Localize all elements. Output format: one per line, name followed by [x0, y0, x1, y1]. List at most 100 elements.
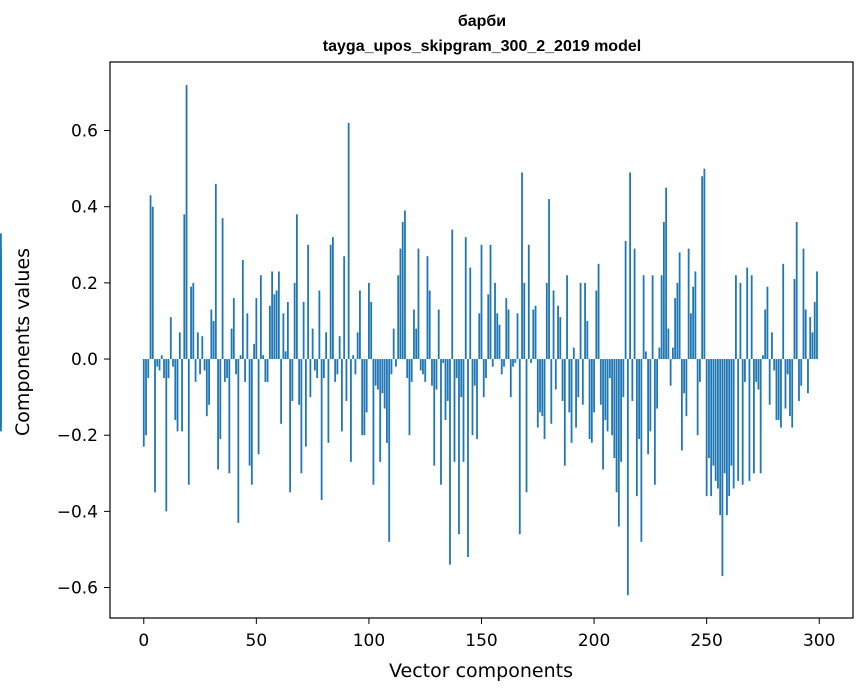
bar: [280, 359, 283, 424]
bar: [557, 305, 559, 360]
bar: [723, 359, 726, 474]
bar: [163, 359, 165, 379]
bar: [471, 359, 474, 436]
bar: [649, 359, 652, 432]
bar: [183, 214, 186, 360]
bar: [683, 359, 686, 394]
x-tick-label: 0: [138, 631, 149, 651]
bar: [464, 237, 467, 360]
bar: [392, 328, 395, 360]
bar: [662, 221, 665, 360]
bar: [259, 275, 262, 360]
bar: [302, 301, 305, 360]
bar: [325, 332, 328, 360]
bar: [669, 359, 672, 386]
bar: [719, 359, 722, 516]
y-tick-label: 0.2: [71, 274, 98, 294]
bar: [350, 359, 352, 462]
bar: [620, 359, 622, 462]
bar: [437, 309, 440, 360]
bar: [584, 282, 586, 360]
bar: [142, 359, 145, 447]
bar: [606, 359, 609, 432]
bar: [205, 359, 208, 417]
bar: [507, 309, 510, 360]
bar: [160, 355, 163, 360]
bar: [689, 313, 692, 360]
bar: [532, 309, 535, 360]
bar: [415, 328, 418, 360]
bar: [480, 244, 483, 360]
bar: [462, 359, 465, 462]
bar: [726, 359, 728, 516]
bar: [710, 359, 713, 497]
bar: [804, 309, 807, 360]
y-axis-ticks: −0.6 −0.4 −0.2 0.0 0.2 0.4 0.6: [57, 122, 110, 599]
bar: [145, 359, 147, 436]
bar: [453, 359, 456, 462]
bar: [539, 359, 541, 413]
bar: [816, 271, 818, 360]
bar: [678, 252, 681, 360]
bar: [512, 359, 514, 367]
bar: [440, 359, 442, 485]
bar: [536, 359, 539, 428]
bar: [185, 84, 188, 360]
bar: [435, 359, 438, 390]
bar: [176, 359, 179, 432]
bar: [586, 320, 589, 360]
bar: [318, 290, 321, 360]
bar: [374, 359, 377, 386]
bar: [327, 359, 330, 443]
bar: [158, 359, 161, 371]
bar: [381, 359, 384, 394]
bar: [460, 359, 463, 398]
bar: [417, 248, 420, 360]
bar: [264, 359, 267, 382]
bar: [347, 122, 350, 360]
bar: [408, 359, 411, 436]
bar: [228, 359, 231, 474]
bar: [563, 359, 566, 466]
bar: [575, 359, 577, 428]
bar: [307, 244, 310, 360]
bar: [156, 359, 159, 367]
bar: [422, 359, 424, 375]
bar: [667, 328, 670, 360]
bar: [658, 347, 661, 360]
bar: [214, 183, 217, 360]
bar: [703, 168, 706, 360]
bar: [534, 305, 537, 360]
bar: [590, 359, 593, 443]
bar: [813, 301, 816, 360]
bar: [354, 359, 357, 375]
bar: [404, 210, 406, 360]
bar: [793, 279, 796, 360]
bar: [552, 290, 555, 360]
bars: [0, 84, 818, 596]
bar: [253, 343, 255, 360]
bar: [737, 359, 740, 481]
bar: [509, 359, 512, 398]
bar: [730, 359, 733, 466]
bar: [237, 359, 240, 523]
bar: [313, 359, 316, 371]
bar: [692, 286, 695, 360]
bar: [732, 359, 735, 489]
bar: [581, 359, 584, 405]
bar: [352, 355, 355, 360]
bar: [419, 359, 422, 371]
bar: [277, 271, 280, 360]
bar: [676, 282, 679, 360]
chart-title: барби: [458, 13, 506, 30]
bar: [766, 286, 769, 360]
bar: [746, 267, 749, 360]
bar: [599, 359, 602, 405]
bar: [212, 320, 215, 360]
plot-frame: [109, 61, 854, 619]
bar: [516, 313, 519, 360]
bar: [753, 359, 755, 474]
bar: [401, 221, 404, 360]
